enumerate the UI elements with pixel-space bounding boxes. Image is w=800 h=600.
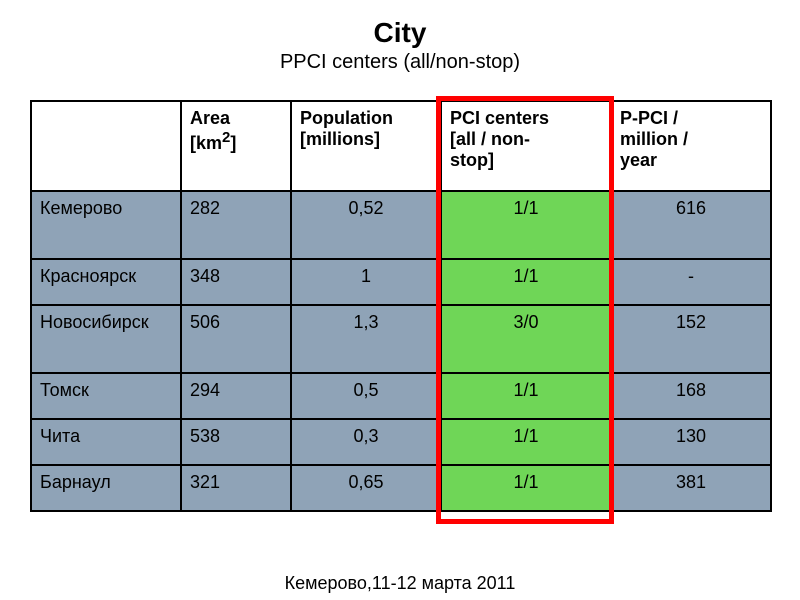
cell-population: 0,5	[291, 373, 441, 419]
table-header-row: Area [km2] Population [millions] PCI cen…	[31, 101, 771, 191]
cell-ppci: 152	[611, 305, 771, 373]
cell-ppci: -	[611, 259, 771, 305]
cell-city: Томск	[31, 373, 181, 419]
cell-ppci: 616	[611, 191, 771, 259]
page-subtitle: PPCI centers (all/non-stop)	[0, 51, 800, 74]
table-row: Красноярск34811/1-	[31, 259, 771, 305]
col-header-city	[31, 101, 181, 191]
col-header-text: [all / non-	[450, 129, 530, 149]
cell-ppci: 130	[611, 419, 771, 465]
footer-text: Кемерово,11-12 марта 2011	[0, 573, 800, 594]
table-container: Area [km2] Population [millions] PCI cen…	[30, 100, 770, 512]
cell-city: Красноярск	[31, 259, 181, 305]
cell-area: 282	[181, 191, 291, 259]
col-header-text: million /	[620, 129, 688, 149]
cell-pci: 1/1	[441, 465, 611, 511]
table-row: Томск2940,51/1168	[31, 373, 771, 419]
table-row: Кемерово2820,521/1616	[31, 191, 771, 259]
cell-population: 1,3	[291, 305, 441, 373]
col-header-text: stop]	[450, 150, 494, 170]
col-header-text: year	[620, 150, 657, 170]
cell-ppci: 168	[611, 373, 771, 419]
col-header-population: Population [millions]	[291, 101, 441, 191]
title-block: City PPCI centers (all/non-stop)	[0, 0, 800, 74]
cell-population: 0,65	[291, 465, 441, 511]
cell-pci: 1/1	[441, 259, 611, 305]
col-header-area: Area [km2]	[181, 101, 291, 191]
col-header-ppci: P-PCI / million / year	[611, 101, 771, 191]
cell-pci: 1/1	[441, 373, 611, 419]
cell-city: Новосибирск	[31, 305, 181, 373]
cell-population: 0,3	[291, 419, 441, 465]
table-row: Чита5380,31/1130	[31, 419, 771, 465]
cell-area: 506	[181, 305, 291, 373]
city-table: Area [km2] Population [millions] PCI cen…	[30, 100, 772, 512]
cell-pci: 1/1	[441, 191, 611, 259]
col-header-text: P-PCI /	[620, 108, 678, 128]
page-title: City	[0, 18, 800, 49]
cell-city: Кемерово	[31, 191, 181, 259]
col-header-pci: PCI centers [all / non- stop]	[441, 101, 611, 191]
cell-city: Чита	[31, 419, 181, 465]
col-header-text: [millions]	[300, 129, 380, 149]
cell-population: 0,52	[291, 191, 441, 259]
cell-population: 1	[291, 259, 441, 305]
cell-pci: 3/0	[441, 305, 611, 373]
cell-area: 538	[181, 419, 291, 465]
cell-area: 294	[181, 373, 291, 419]
table-row: Барнаул3210,651/1381	[31, 465, 771, 511]
cell-ppci: 381	[611, 465, 771, 511]
table-row: Новосибирск5061,33/0152	[31, 305, 771, 373]
col-header-text: PCI centers	[450, 108, 549, 128]
col-header-text: Population	[300, 108, 393, 128]
col-header-text: Area	[190, 108, 230, 128]
col-header-text: [km2]	[190, 133, 236, 153]
cell-area: 321	[181, 465, 291, 511]
cell-area: 348	[181, 259, 291, 305]
cell-pci: 1/1	[441, 419, 611, 465]
cell-city: Барнаул	[31, 465, 181, 511]
